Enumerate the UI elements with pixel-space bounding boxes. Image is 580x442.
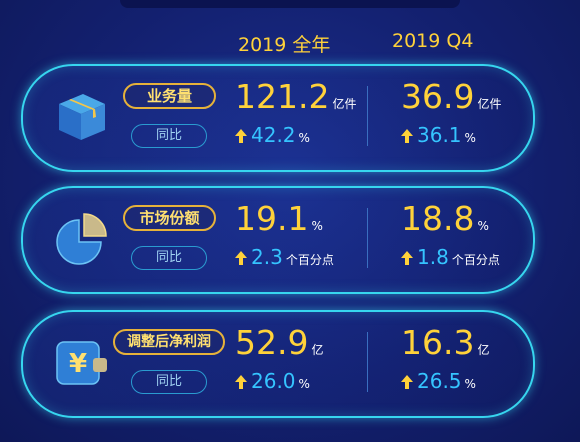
up-arrow-icon [401,251,413,265]
top-decoration [120,0,460,8]
year-growth: 26.0% [235,369,310,396]
up-arrow-icon [235,129,247,143]
card-net-profit: ¥ 调整后净利润 同比 52.9 亿 26.0% 16.3 亿 26.5% [21,310,535,418]
up-arrow-icon [401,375,413,389]
divider [367,86,368,146]
q4-value: 36.9 亿件 [401,77,502,116]
up-arrow-icon [235,375,247,389]
card-volume: 业务量 同比 121.2 亿件 42.2% 36.9 亿件 36.1% [21,64,535,172]
card-market-share: 市场份额 同比 19.1% 2.3 个百分点 18.8% 1.8 个百分点 [21,186,535,294]
q4-growth: 36.1% [401,123,476,150]
q4-growth: 1.8 个百分点 [401,245,500,272]
year-growth: 2.3 个百分点 [235,245,334,272]
pie-chart-icon [56,213,107,265]
q4-growth: 26.5% [401,369,476,396]
yoy-badge: 同比 [131,246,207,270]
header-year: 2019 全年 [238,34,331,56]
q4-value: 18.8% [401,199,489,238]
yoy-badge: 同比 [131,370,207,394]
q4-value: 16.3 亿 [401,323,490,362]
up-arrow-icon [235,251,247,265]
up-arrow-icon [401,129,413,143]
metric-label: 调整后净利润 [113,329,225,355]
divider [367,332,368,392]
box-icon [59,94,105,140]
year-value: 19.1% [235,199,323,238]
svg-text:¥: ¥ [69,349,87,379]
metric-label: 市场份额 [123,205,216,231]
divider [367,208,368,268]
yoy-badge: 同比 [131,124,207,148]
year-value: 121.2 亿件 [235,77,357,116]
metric-label: 业务量 [123,83,216,109]
header-q4: 2019 Q4 [392,30,474,52]
year-growth: 42.2% [235,123,310,150]
wallet-yuan-icon: ¥ [56,341,107,385]
year-value: 52.9 亿 [235,323,324,362]
